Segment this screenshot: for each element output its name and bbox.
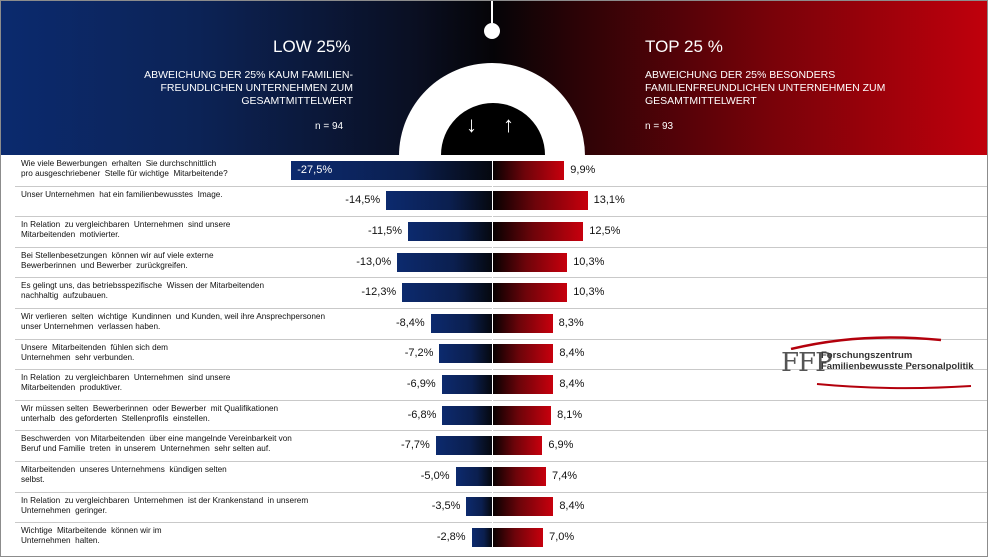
row-separator: [15, 400, 987, 401]
value-label-top25: 8,3%: [558, 316, 584, 329]
bar-low25: [441, 375, 492, 394]
bar-low25: [455, 466, 492, 486]
category-label: In Relation zu vergleichbaren Unternehme…: [21, 220, 231, 240]
row-separator: [15, 277, 987, 278]
bar-top25: [492, 436, 543, 456]
value-label-top25: 7,0%: [549, 531, 575, 543]
bar-top25: [492, 252, 568, 272]
top-title: TOP 25 %: [645, 37, 723, 56]
bar-low25: [402, 283, 492, 303]
value-label-low25: -14,5%: [345, 194, 381, 207]
value-label-top25: 12,5%: [589, 225, 621, 237]
top-subtitle: ABWEICHUNG DER 25% BESONDERS FAMILIENFRE…: [645, 69, 886, 107]
value-label-top25: 8,4%: [559, 378, 585, 390]
category-label: Wie viele Bewerbungen erhalten Sie durch…: [21, 159, 228, 178]
logo-mark: FFP: [781, 348, 833, 378]
logo-underline-icon: [816, 383, 972, 390]
low-subtitle: ABWEICHUNG DER 25% KAUM FAMILIEN- FREUND…: [144, 69, 353, 107]
bar-low25: [439, 344, 492, 364]
value-label-top25: 8,4%: [559, 347, 585, 360]
value-label-low25: -7,2%: [404, 347, 434, 360]
value-label-top25: 9,9%: [570, 163, 596, 176]
value-label-low25: -11,5%: [368, 225, 403, 237]
row-separator: [15, 461, 987, 462]
row-separator: [15, 430, 987, 431]
dial-pointer-line: [491, 1, 493, 23]
row-separator: [15, 247, 987, 248]
arrow-up-icon: ↑: [503, 112, 514, 137]
bar-low25: [408, 222, 492, 241]
value-label-low25: -8,4%: [395, 316, 425, 329]
value-label-low25: -7,7%: [401, 439, 430, 452]
bar-top25: [492, 191, 588, 211]
category-label: Wir verlieren selten wichtige Kundinnen …: [21, 312, 326, 331]
category-label: Es gelingt uns, das betriebsspezifische …: [21, 281, 265, 301]
value-label-low25: -6,8%: [407, 408, 437, 421]
category-label: Bei Stellenbesetzungen können wir auf vi…: [21, 250, 214, 270]
row-separator: [15, 522, 987, 523]
value-label-top25: 6,9%: [548, 439, 574, 452]
value-label-low25: -6,9%: [406, 378, 436, 390]
value-label-low25: -2,8%: [436, 531, 466, 543]
value-label-top25: 10,3%: [573, 286, 605, 299]
value-label-top25: 8,4%: [559, 500, 585, 513]
ffp-logo: FFP Forschungszentrum Familienbewusste P…: [781, 336, 981, 394]
bar-top25: [492, 466, 547, 486]
logo-line-2: Familienbewusste Personalpolitik: [821, 361, 974, 372]
category-label: Wir müssen selten Bewerberinnen oder Bew…: [21, 403, 279, 423]
value-label-top25: 7,4%: [552, 469, 578, 482]
diverging-bar-chart: Wie viele Bewerbungen erhalten Sie durch…: [1, 155, 987, 556]
row-separator: [15, 369, 987, 370]
bar-low25: [466, 497, 492, 517]
dial-knob: [484, 23, 500, 39]
bar-top25: [492, 283, 568, 303]
value-label-top25: 10,3%: [573, 255, 605, 268]
row-separator: [15, 186, 987, 187]
bar-top25: [492, 222, 584, 241]
bar-low25: [430, 313, 492, 333]
category-label: Mitarbeitenden unseres Unternehmens künd…: [21, 465, 227, 484]
bar-top25: [492, 528, 544, 547]
value-label-low25: -13,0%: [356, 255, 392, 268]
row-separator: [15, 308, 987, 309]
bar-low25: [397, 252, 492, 272]
bar-top25: [492, 344, 554, 364]
row-separator: [15, 339, 987, 340]
value-label-low25: -5,0%: [420, 469, 450, 482]
bar-top25: [492, 497, 554, 517]
category-label: Beschwerden von Mitarbeitenden über eine…: [21, 434, 292, 454]
category-label: Wichtige Mitarbeitende können wir im Unt…: [21, 526, 162, 546]
top-sample-size: n = 93: [645, 121, 674, 132]
bar-top25: [492, 405, 552, 425]
zero-axis-line: [492, 155, 493, 556]
bar-low25: [471, 528, 492, 547]
row-separator: [15, 216, 987, 217]
category-label: Unsere Mitarbeitenden fühlen sich dem Un…: [21, 342, 168, 362]
category-label: In Relation zu vergleichbaren Unternehme…: [21, 373, 231, 393]
bar-top25: [492, 313, 553, 333]
value-label-low25: -3,5%: [431, 500, 461, 513]
bar-top25: [492, 375, 554, 394]
low-sample-size: n = 94: [315, 121, 344, 132]
logo-line-1: Forschungszentrum: [821, 350, 913, 361]
value-label-low25: -12,3%: [361, 286, 397, 299]
arrow-down-icon: ↓: [466, 112, 477, 137]
logo-swoosh-icon: [790, 336, 942, 350]
bar-low25: [291, 160, 492, 180]
value-label-top25: 13,1%: [593, 194, 625, 207]
row-separator: [15, 492, 987, 493]
value-label-top25: 8,1%: [557, 408, 583, 421]
low-title: LOW 25%: [273, 37, 351, 56]
bar-low25: [386, 191, 492, 211]
category-label: Unser Unternehmen hat ein familienbewuss…: [21, 189, 223, 199]
bar-low25: [442, 405, 492, 425]
category-label: In Relation zu vergleichbaren Unternehme…: [21, 495, 309, 515]
value-label-low25: -27,5%: [297, 163, 333, 176]
bar-top25: [492, 160, 565, 180]
bar-low25: [435, 436, 492, 456]
